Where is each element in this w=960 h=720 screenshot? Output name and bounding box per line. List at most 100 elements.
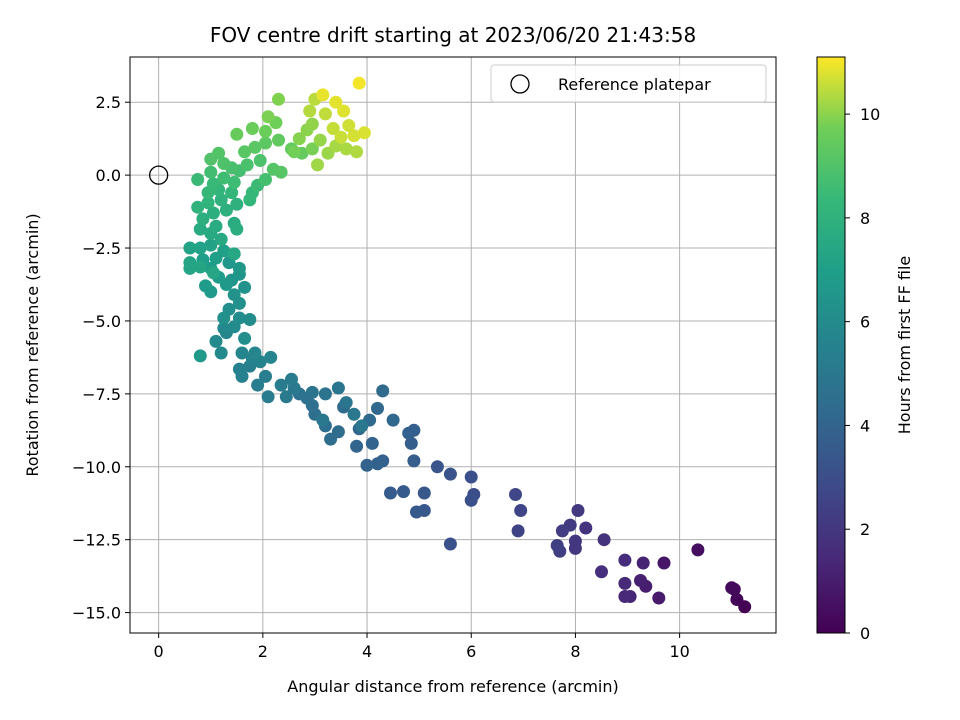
- data-point: [272, 92, 285, 106]
- data-point: [511, 524, 525, 538]
- data-point: [568, 534, 582, 548]
- data-point: [227, 175, 241, 189]
- colorbar-tick-label: 4: [860, 416, 870, 435]
- data-point: [360, 458, 374, 472]
- data-point: [514, 504, 528, 517]
- data-point: [251, 378, 265, 392]
- y-axis-label: Rotation from reference (arcmin): [23, 213, 42, 476]
- data-point: [318, 107, 332, 121]
- data-point: [318, 387, 332, 401]
- data-point: [206, 266, 220, 280]
- legend-open-circle-icon: [510, 74, 530, 94]
- data-point: [199, 279, 212, 293]
- data-point: [443, 537, 457, 551]
- data-point: [193, 241, 207, 255]
- data-point: [430, 460, 444, 474]
- data-point: [326, 122, 340, 135]
- data-point: [193, 222, 207, 236]
- data-point: [331, 381, 345, 395]
- data-point: [259, 124, 272, 138]
- data-point: [305, 385, 319, 399]
- data-point: [209, 334, 223, 348]
- data-point: [248, 140, 262, 154]
- legend: Reference platepar: [490, 64, 767, 103]
- data-point: [386, 413, 400, 427]
- data-point: [618, 576, 632, 590]
- data-point: [285, 372, 298, 386]
- data-point: [397, 485, 410, 499]
- data-point: [232, 261, 246, 275]
- data-point: [725, 581, 739, 595]
- data-point: [183, 261, 197, 275]
- data-point: [193, 349, 207, 363]
- data-point: [196, 212, 210, 226]
- data-point: [313, 133, 327, 147]
- data-point: [248, 346, 262, 360]
- data-point: [730, 593, 744, 606]
- data-point: [201, 196, 215, 210]
- data-point: [238, 145, 252, 159]
- data-point: [355, 419, 369, 433]
- data-point: [407, 454, 421, 468]
- colorbar: 0 2 4 6 8 10 Hours from first FF file: [816, 56, 914, 643]
- legend-entry-label: Reference platepar: [558, 75, 711, 94]
- data-point: [225, 186, 239, 200]
- data-point: [571, 504, 585, 517]
- data-point: [274, 378, 288, 392]
- data-point: [232, 311, 246, 325]
- data-point: [191, 173, 205, 186]
- colorbar-tick-label: 2: [860, 520, 870, 539]
- y-tick-label: −12.5: [72, 531, 121, 550]
- data-point: [230, 127, 244, 141]
- colorbar-label: Hours from first FF file: [895, 256, 914, 435]
- data-point: [206, 206, 220, 220]
- data-point: [227, 288, 241, 302]
- data-point: [191, 200, 205, 214]
- data-point: [657, 556, 671, 570]
- data-point: [261, 390, 275, 404]
- data-point: [219, 203, 233, 217]
- data-point: [209, 219, 223, 233]
- x-tick-label: 0: [154, 642, 164, 661]
- data-point: [183, 241, 197, 255]
- data-point: [339, 142, 353, 156]
- x-tick-label: 10: [669, 642, 689, 661]
- data-point: [347, 129, 361, 143]
- data-point: [410, 505, 423, 519]
- colorbar-tick-label: 8: [860, 209, 870, 228]
- data-point: [214, 193, 228, 207]
- data-point: [384, 486, 397, 500]
- data-point: [352, 76, 366, 90]
- scatter-points: [183, 76, 752, 614]
- data-point: [279, 390, 293, 404]
- data-point: [227, 247, 241, 261]
- y-tick-label: −5.0: [82, 312, 121, 331]
- data-point: [303, 104, 317, 118]
- data-point: [274, 165, 288, 179]
- data-point: [214, 232, 228, 246]
- data-point: [212, 146, 226, 160]
- colorbar-tick-label: 10: [860, 105, 880, 124]
- colorbar-ticks: 0 2 4 6 8 10: [845, 105, 880, 643]
- data-point: [261, 110, 275, 124]
- data-point: [464, 470, 478, 484]
- data-point: [347, 407, 361, 421]
- chart-title: FOV centre drift starting at 2023/06/20 …: [210, 23, 696, 47]
- data-point: [259, 136, 272, 150]
- data-point: [376, 384, 390, 398]
- data-point: [245, 122, 259, 135]
- data-point: [509, 488, 522, 501]
- data-point: [595, 565, 608, 579]
- data-point: [443, 467, 457, 481]
- plot-frame: [129, 56, 777, 634]
- data-point: [259, 369, 272, 383]
- data-point: [272, 133, 285, 147]
- reference-platepar-marker: [149, 165, 169, 185]
- data-point: [634, 574, 647, 587]
- data-point: [402, 426, 416, 440]
- data-point: [287, 145, 301, 159]
- data-point: [238, 331, 252, 345]
- data-point: [204, 165, 218, 179]
- x-tick-label: 2: [258, 642, 268, 661]
